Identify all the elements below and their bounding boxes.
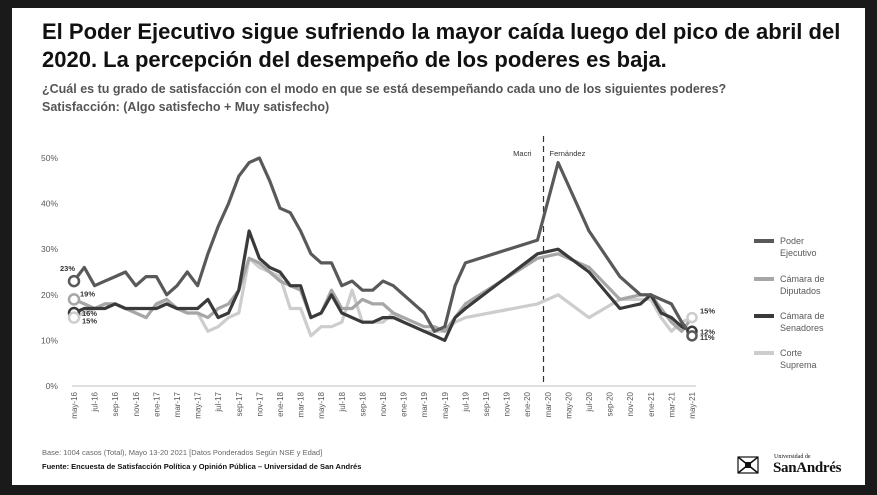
series-line-corte-suprema [72, 256, 694, 338]
legend-label: Suprema [780, 360, 817, 370]
x-tick-label: sep-16 [111, 391, 120, 416]
x-tick-label: ene-19 [400, 391, 409, 416]
start-value-label: 16% [82, 309, 97, 318]
start-marker [67, 311, 81, 324]
x-tick-label: may-20 [564, 391, 573, 418]
x-tick-label: jul-17 [214, 391, 223, 412]
slide: El Poder Ejecutivo sigue sufriendo la ma… [12, 8, 865, 485]
start-value-label: 15% [82, 317, 97, 326]
x-tick-label: nov-16 [132, 391, 141, 416]
x-tick-label: nov-18 [379, 391, 388, 416]
x-tick-label: jul-19 [461, 391, 470, 412]
x-tick-label: mar-18 [297, 391, 306, 417]
base-note: Base: 1004 casos (Total), Mayo 13-20 202… [42, 448, 323, 457]
series-line-poder-ejecutivo [72, 156, 694, 338]
x-tick-label: may-19 [441, 391, 450, 418]
university-logo-icon [737, 456, 759, 474]
start-marker [67, 274, 81, 288]
line-chart: 0% 10% 20% 30% 40% 50% may-16 jul-16 sep-16 nov-1… [41, 136, 825, 419]
x-tick-label: jul-20 [585, 391, 594, 412]
x-tick-label: mar-20 [544, 391, 553, 417]
end-marker [686, 330, 698, 342]
x-tick-label: may-17 [194, 391, 203, 418]
survey-question: ¿Cuál es tu grado de satisfacción con el… [42, 82, 727, 96]
y-tick-label: 30% [41, 244, 58, 254]
annotation-macri: Macri [513, 149, 532, 158]
end-value-label: 12% [700, 327, 715, 336]
logo-text-small: Universidad de [774, 454, 811, 460]
x-tick-label: ene-21 [647, 391, 656, 416]
legend-label: Cámara de [780, 311, 825, 321]
y-tick-label: 20% [41, 290, 58, 300]
x-tick-label: jul-18 [338, 391, 347, 412]
x-tick-label: nov-17 [255, 391, 264, 416]
legend-label: Corte [780, 348, 802, 358]
end-marker [686, 311, 698, 324]
y-tick-label: 10% [41, 335, 58, 345]
legend-label: Cámara de [780, 274, 825, 284]
y-tick-label: 40% [41, 199, 58, 209]
x-tick-label: mar-17 [173, 391, 182, 417]
legend-label: Ejecutivo [780, 248, 817, 258]
x-tick-label: sep-17 [235, 391, 244, 416]
annotation-fernandez: Fernández [550, 149, 586, 158]
x-tick-label: jul-16 [91, 391, 100, 412]
page-title: El Poder Ejecutivo sigue sufriendo la ma… [42, 19, 841, 72]
start-value-label: 19% [80, 289, 95, 298]
chart-subtitle: Satisfacción: (Algo satisfecho + Muy sat… [42, 100, 330, 114]
x-tick-label: ene-17 [152, 391, 161, 416]
legend-label: Poder [780, 236, 804, 246]
end-value-label: 11% [700, 333, 715, 342]
x-tick-label: nov-19 [503, 391, 512, 416]
start-value-label: 23% [60, 264, 75, 273]
x-tick-label: sep-20 [606, 391, 615, 416]
x-tick-label: may-16 [70, 391, 79, 418]
series-line-c-mara-de-senadores [72, 229, 694, 342]
source-note: Fuente: Encuesta de Satisfacción Polític… [42, 462, 362, 471]
x-tick-label: ene-20 [523, 391, 532, 416]
x-tick-label: sep-18 [358, 391, 367, 416]
x-tick-label: sep-19 [482, 391, 491, 416]
x-tick-label: nov-20 [626, 391, 635, 416]
x-tick-label: may-21 [688, 391, 697, 418]
y-tick-label: 50% [41, 153, 58, 163]
x-tick-label: ene-18 [276, 391, 285, 416]
legend-label: Senadores [780, 323, 824, 333]
x-tick-label: may-18 [317, 391, 326, 418]
end-value-label: 15% [700, 307, 715, 316]
logo-text: SanAndrés [773, 460, 842, 476]
legend-label: Diputados [780, 286, 821, 296]
start-marker [67, 293, 81, 306]
y-tick-label: 0% [46, 381, 59, 391]
x-tick-label: mar-21 [667, 391, 676, 417]
x-tick-label: mar-19 [420, 391, 429, 417]
